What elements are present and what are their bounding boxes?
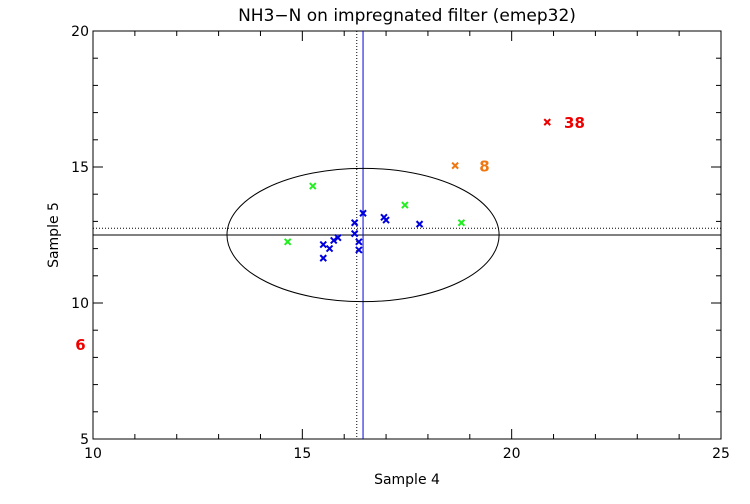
y-tick-label: 15 bbox=[71, 160, 89, 176]
confidence-ellipse bbox=[226, 167, 500, 303]
data-point bbox=[359, 209, 367, 217]
data-point bbox=[355, 238, 363, 246]
x-tick-label: 10 bbox=[84, 446, 102, 462]
data-point bbox=[330, 236, 338, 245]
data-point bbox=[350, 219, 359, 227]
data-point bbox=[334, 234, 342, 242]
lab-annotation: 8 bbox=[479, 158, 489, 176]
data-point bbox=[451, 161, 459, 170]
data-point bbox=[355, 246, 363, 254]
data-point bbox=[325, 244, 334, 253]
lab-annotation: 6 bbox=[75, 336, 85, 354]
data-point bbox=[401, 201, 409, 209]
data-point bbox=[319, 254, 327, 262]
y-tick-label: 10 bbox=[71, 296, 89, 312]
data-point bbox=[283, 238, 292, 246]
x-tick-label: 20 bbox=[503, 446, 521, 462]
x-axis-label: Sample 4 bbox=[374, 472, 440, 488]
data-point bbox=[415, 220, 424, 228]
data-point bbox=[457, 219, 466, 227]
x-tick-label: 25 bbox=[712, 446, 730, 462]
y-tick-label: 20 bbox=[71, 24, 89, 40]
data-point bbox=[350, 229, 359, 238]
lab-annotation: 38 bbox=[564, 114, 585, 132]
data-point bbox=[382, 216, 390, 224]
x-tick-label: 15 bbox=[293, 446, 311, 462]
chart-title: NH3−N on impregnated filter (emep32) bbox=[238, 6, 576, 26]
data-point bbox=[543, 118, 551, 126]
data-point bbox=[319, 240, 327, 249]
data-point bbox=[309, 182, 317, 190]
y-tick-label: 5 bbox=[80, 432, 89, 448]
y-axis-label: Sample 5 bbox=[46, 202, 62, 268]
